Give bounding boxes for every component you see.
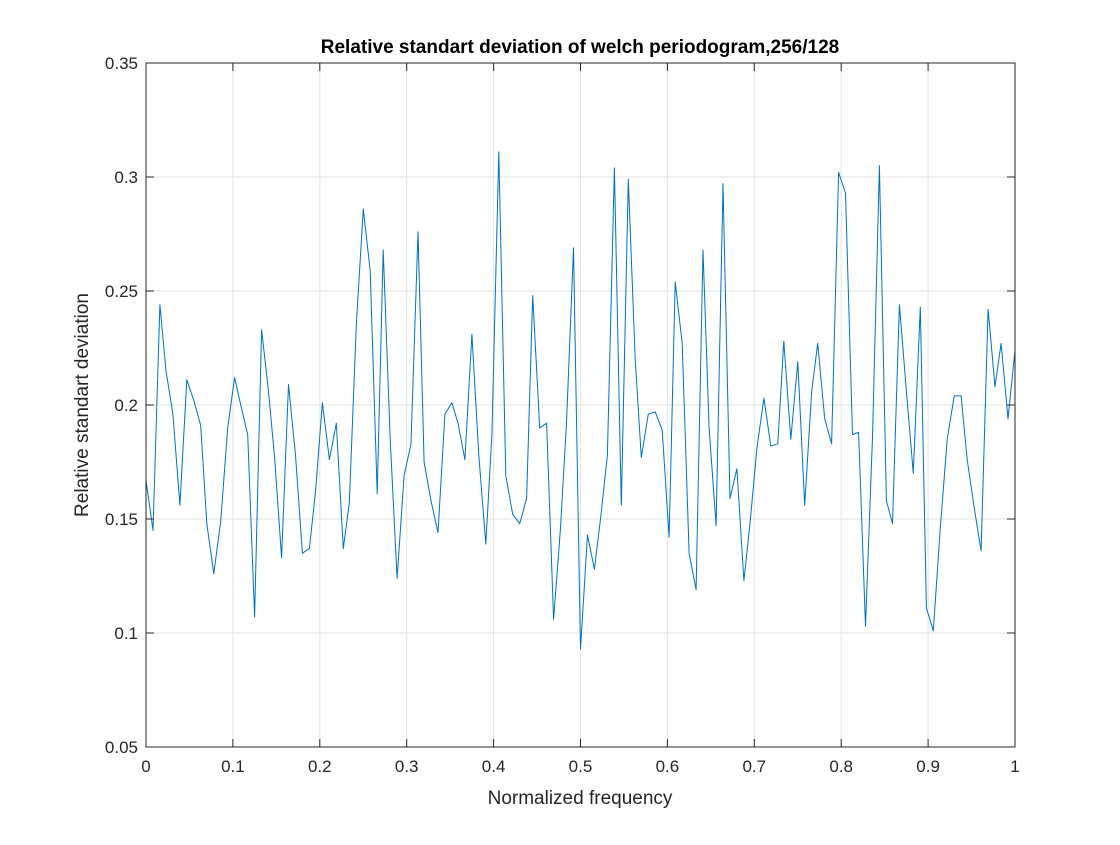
x-tick-label: 0.8	[829, 757, 853, 776]
tick-marks	[145, 62, 1016, 748]
x-axis-label: Normalized frequency	[488, 788, 673, 809]
x-tick-label: 0.7	[742, 757, 766, 776]
y-tick-label: 0.25	[105, 282, 138, 301]
y-tick-label: 0.2	[114, 396, 138, 415]
x-tick-label: 0.2	[308, 757, 332, 776]
x-tick-label: 0.5	[569, 757, 593, 776]
y-axis-label: Relative standart deviation	[72, 293, 93, 517]
series-line-0	[145, 151, 1016, 650]
x-tick-label: 0.6	[656, 757, 680, 776]
y-tick-label: 0.35	[105, 54, 138, 73]
y-tick-label: 0.3	[114, 168, 138, 187]
y-tick-label: 0.05	[105, 738, 138, 757]
y-tick-labels: 0.05 0.1 0.15 0.2 0.25 0.3 0.35	[105, 54, 138, 757]
y-tick-label: 0.1	[114, 624, 138, 643]
chart-title: Relative standart deviation of welch per…	[321, 37, 839, 58]
x-tick-label: 0.1	[221, 757, 245, 776]
y-tick-label: 0.15	[105, 510, 138, 529]
x-tick-label: 0.3	[395, 757, 419, 776]
x-tick-label: 0.9	[916, 757, 940, 776]
x-tick-label: 1	[1010, 757, 1019, 776]
x-tick-label: 0.4	[482, 757, 506, 776]
x-tick-labels: 0 0.1 0.2 0.3 0.4 0.5 0.6 0.7 0.8 0.9 1	[141, 757, 1019, 776]
series-layer	[145, 151, 1016, 650]
x-tick-label: 0	[141, 757, 150, 776]
